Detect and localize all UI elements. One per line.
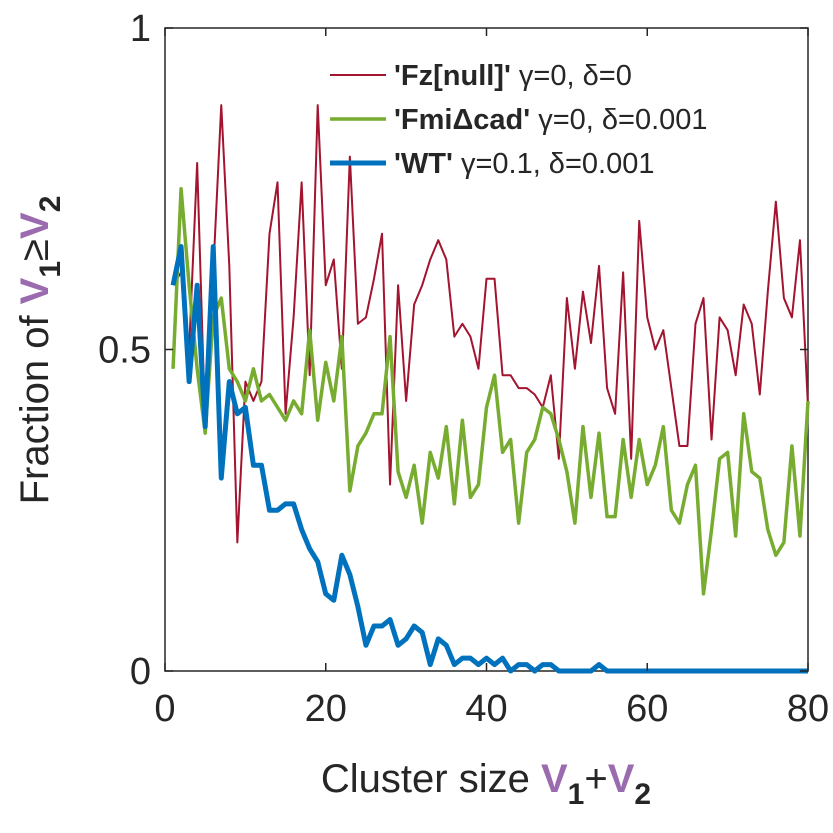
y-tick-label: 0.5	[98, 330, 151, 372]
y-tick-label: 0	[130, 651, 151, 693]
legend-label: 'FmiΔcad' γ=0, δ=0.001	[394, 104, 708, 136]
x-tick-label: 40	[465, 688, 507, 730]
legend-label: 'Fz[null]' γ=0, δ=0	[394, 60, 632, 92]
x-label-text: Cluster size	[321, 757, 541, 801]
x-tick-label: 20	[305, 688, 347, 730]
plot-area	[170, 104, 810, 674]
x-label-var: V	[541, 757, 568, 801]
x-tick-label: 60	[626, 688, 668, 730]
y-label-sub: 2	[34, 196, 67, 213]
x-label-sub: 1	[568, 778, 585, 811]
y-label-text: Fraction of	[13, 304, 57, 504]
data-line	[170, 244, 808, 674]
data-line	[172, 104, 809, 544]
x-axis-label: Cluster size V1+V2	[321, 757, 651, 811]
y-tick-label: 1	[130, 8, 151, 50]
y-label-var: V	[13, 212, 57, 239]
legend-label-part: 'FmiΔcad'	[394, 104, 530, 136]
x-label-op: +	[584, 757, 607, 801]
y-label-op: ≥	[13, 239, 57, 261]
y-label-var: V	[13, 277, 57, 304]
legend-label: 'WT' γ=0.1, δ=0.001	[394, 148, 654, 180]
data-line	[171, 187, 810, 596]
x-tick-label: 80	[787, 688, 829, 730]
x-tick-label: 0	[154, 688, 175, 730]
legend-label-part: γ=0, δ=0	[511, 60, 632, 92]
y-label-sub: 1	[34, 261, 67, 278]
legend-label-part: 'Fz[null]'	[394, 60, 511, 92]
legend-label-part: γ=0.1, δ=0.001	[453, 148, 655, 180]
legend-label-part: γ=0, δ=0.001	[530, 104, 707, 136]
x-label-var: V	[608, 757, 635, 801]
y-axis-label: Fraction of V1≥V2	[13, 196, 67, 505]
legend-label-part: 'WT'	[394, 148, 453, 180]
x-label-sub: 2	[634, 778, 651, 811]
